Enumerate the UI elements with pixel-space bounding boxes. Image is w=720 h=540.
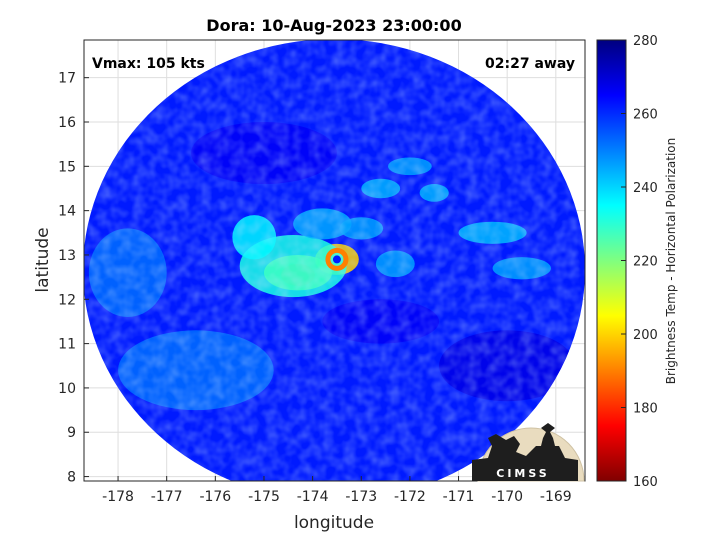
x-tick-label: -169 (540, 489, 572, 505)
x-tick-label: -177 (151, 489, 183, 505)
x-tick-label: -176 (199, 489, 231, 505)
logo-text: CIMSS (496, 467, 549, 480)
colorbar-label: Brightness Temp - Horizontal Polarizatio… (664, 138, 678, 385)
y-tick-label: 16 (58, 115, 76, 131)
y-tick-label: 9 (67, 425, 76, 441)
x-tick-label: -175 (248, 489, 280, 505)
x-axis-label: longitude (294, 513, 374, 533)
x-axis: -178 -177 -176 -175 -174 -173 -172 -171 -170 -169 (102, 476, 572, 505)
colorbar-tick-label: 280 (633, 34, 658, 49)
y-tick-label: 8 (67, 470, 76, 486)
x-tick-label: -170 (491, 489, 523, 505)
colorbar: 160 180 200 220 240 260 280 Brightness Temp - … (596, 34, 678, 490)
x-tick-label: -171 (443, 489, 475, 505)
x-tick-label: -178 (102, 489, 134, 505)
y-axis: 8 9 10 11 12 13 14 15 16 17 (58, 71, 89, 486)
plot-frame (83, 39, 586, 482)
y-tick-label: 17 (58, 71, 76, 87)
vmax-annotation: Vmax: 105 kts (92, 56, 205, 72)
logo-banner (474, 463, 572, 480)
y-tick-label: 15 (58, 159, 76, 175)
y-tick-label: 10 (58, 381, 76, 397)
x-tick-label: -174 (297, 489, 329, 505)
x-tick-label: -172 (394, 489, 426, 505)
plot-area (83, 39, 586, 482)
storm-eye (332, 255, 341, 264)
colorbar-tick-label: 220 (633, 255, 658, 270)
cimss-logo: CIMSS (472, 423, 585, 482)
time-away-annotation: 02:27 away (485, 56, 575, 72)
colorbar-tick-label: 160 (633, 475, 658, 490)
x-tick-label: -173 (345, 489, 377, 505)
colorbar-ticks: 160 180 200 220 240 260 280 (621, 34, 658, 490)
y-tick-label: 11 (58, 337, 76, 353)
y-axis-label: latitude (33, 227, 53, 292)
chart-title: Dora: 10-Aug-2023 23:00:00 (206, 16, 461, 35)
brightness-temp-field (84, 40, 585, 481)
y-tick-label: 14 (58, 204, 76, 220)
y-tick-label: 13 (58, 248, 76, 264)
colorbar-tick-label: 180 (633, 402, 658, 417)
colorbar-tick-label: 200 (633, 328, 658, 343)
colorbar-tick-label: 240 (633, 181, 658, 196)
eyewall (325, 247, 349, 271)
y-tick-label: 12 (58, 292, 76, 308)
colorbar-tick-label: 260 (633, 108, 658, 123)
